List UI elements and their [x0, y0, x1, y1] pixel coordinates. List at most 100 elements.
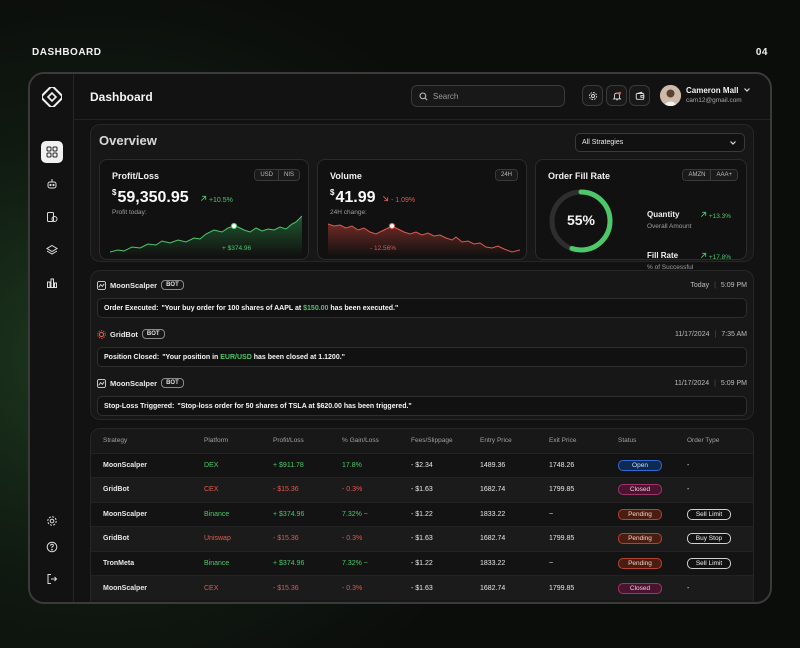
- cell-exit: 1799.85: [549, 486, 575, 494]
- message-body: Stop-Loss Triggered: "Stop-loss order for…: [97, 396, 747, 416]
- column-header: % Gain/Loss: [342, 429, 411, 453]
- profit-sparkline: [110, 215, 302, 256]
- volume-value: $41.99: [330, 188, 376, 206]
- column-header: Profit/Loss: [273, 429, 342, 453]
- cell-order-type: -: [687, 461, 690, 469]
- cell-strategy: GridBot: [103, 535, 130, 543]
- search-input[interactable]: [433, 91, 553, 101]
- logout-icon[interactable]: [42, 569, 62, 589]
- table-row[interactable]: GridBot Uniswap - $15.36 - 0.3% - $1.63 …: [91, 526, 753, 552]
- profit-card: Profit/Loss USD NIS $59,350.95 +10.5% Pr…: [99, 159, 309, 260]
- profit-change: +10.5%: [200, 195, 233, 204]
- table-row[interactable]: TronMeta Binance + $374.96 7.32% ~ - $1.…: [91, 551, 753, 576]
- cell-entry: 1833.22: [480, 510, 506, 518]
- cell-fees: - $1.22: [411, 559, 433, 567]
- currency-option-nis[interactable]: NIS: [277, 170, 299, 180]
- logo-icon: [42, 87, 62, 107]
- volume-title: Volume: [330, 171, 362, 181]
- order-type-button[interactable]: Sell Limit: [687, 557, 731, 569]
- settings-button[interactable]: [582, 85, 603, 106]
- cell-fees: - $1.63: [411, 584, 433, 592]
- volume-sub: 24H change:: [330, 209, 367, 216]
- cell-strategy: MoonScalper: [103, 584, 147, 592]
- volume-sparkline: [328, 222, 520, 256]
- column-header: Exit Price: [549, 429, 618, 453]
- chevron-down-icon[interactable]: [743, 86, 751, 94]
- user-email: cam12@gmail.com: [686, 97, 742, 104]
- gear-icon: [588, 91, 597, 100]
- cell-profit-loss: - $15.36: [273, 584, 299, 592]
- ticker-option-aaa[interactable]: AAA+: [710, 170, 737, 180]
- fill-rate-change: +17.8%: [700, 252, 731, 261]
- grid-icon[interactable]: [41, 141, 63, 163]
- search-box[interactable]: [411, 85, 565, 107]
- cell-strategy: MoonScalper: [103, 461, 147, 469]
- arrow-down-right-icon: [383, 196, 389, 202]
- notifications-button[interactable]: [606, 85, 627, 106]
- order-type-button[interactable]: Buy Stop: [687, 533, 731, 545]
- moonscalper-icon: [97, 280, 106, 290]
- cell-profit-loss: + $374.96: [273, 510, 305, 518]
- table-row[interactable]: MoonScalper DEX + $911.78 17.8% - $2.34 …: [91, 453, 753, 478]
- status-badge: Closed: [618, 582, 662, 594]
- fill-rate-card: Order Fill Rate AMZN AAA+ 55% Quantity +…: [535, 159, 747, 271]
- wallet-icon: [635, 91, 644, 100]
- cell-entry: 1682.74: [480, 584, 506, 592]
- activity-feed: MoonScalper BOT Today | 5:09 PM Order Exec…: [90, 270, 754, 420]
- cell-exit: ~: [549, 559, 554, 567]
- fill-rate-gauge: [549, 189, 613, 253]
- cell-entry: 1489.36: [480, 461, 506, 469]
- quantity-change: +13.3%: [700, 211, 731, 220]
- avatar[interactable]: [660, 85, 681, 106]
- cell-status: Closed: [618, 576, 687, 601]
- bar-chart-icon[interactable]: [42, 273, 62, 293]
- strategy-filter-select[interactable]: All Strategies: [575, 133, 745, 152]
- message-header: GridBot BOT: [97, 329, 165, 339]
- overview-title: Overview: [99, 133, 157, 148]
- moonscalper-icon: [97, 378, 106, 388]
- bot-badge: BOT: [161, 378, 184, 388]
- cell-status: Closed: [618, 478, 687, 503]
- fill-rate-label: Fill Rate: [647, 251, 679, 260]
- table-row[interactable]: MoonScalper CEX - $15.36 - 0.3% - $1.63 …: [91, 575, 753, 601]
- bot-icon[interactable]: [42, 174, 62, 194]
- period-toggle[interactable]: 24H: [494, 169, 518, 181]
- status-badge: Pending: [618, 557, 662, 569]
- profit-sub: Profit today:: [112, 209, 147, 216]
- cell-status: Pending: [618, 527, 687, 552]
- cell-exit: ~: [549, 510, 554, 518]
- cell-fees: - $1.22: [411, 510, 433, 518]
- cell-order-type: -: [687, 486, 690, 494]
- cell-gain: - 0.3%: [342, 584, 363, 592]
- main-area: Dashboard Cameron Mall cam12@gmail.com O: [74, 74, 770, 602]
- user-name: Cameron Mall: [686, 86, 739, 95]
- cell-platform: Binance: [204, 559, 230, 567]
- help-icon[interactable]: [42, 537, 62, 557]
- cell-profit-loss: + $911.78: [273, 461, 304, 469]
- wallet-button[interactable]: [629, 85, 650, 106]
- layers-icon[interactable]: [42, 240, 62, 260]
- overview-panel: Overview All Strategies Profit/Loss USD …: [90, 124, 754, 271]
- quantity-sub: Overall Amount: [647, 223, 692, 230]
- profit-tooltip: + $374.96: [222, 245, 252, 252]
- settings-icon[interactable]: [42, 511, 62, 531]
- ticker-option-amzn[interactable]: AMZN: [683, 170, 711, 180]
- cell-gain: 7.32% ~: [342, 510, 368, 518]
- ticker-toggle[interactable]: AMZN AAA+: [682, 169, 738, 181]
- table-row[interactable]: GridBot CEX - $15.36 - 0.3% - $1.63 1682…: [91, 477, 753, 503]
- period-option-24h[interactable]: 24H: [495, 170, 517, 180]
- cell-status: Pending: [618, 551, 687, 576]
- cell-fees: - $1.63: [411, 535, 433, 543]
- status-badge: Pending: [618, 533, 662, 545]
- cell-exit: 1748.26: [549, 461, 575, 469]
- arrow-up-right-icon: [701, 252, 707, 258]
- coins-icon[interactable]: [42, 207, 62, 227]
- profit-value: $59,350.95: [112, 188, 189, 206]
- table-row[interactable]: MoonScalper Binance + $374.96 7.32% ~ - …: [91, 502, 753, 527]
- order-type-button[interactable]: Sell Limit: [687, 508, 731, 520]
- chevron-down-icon: [730, 141, 736, 145]
- currency-toggle[interactable]: USD NIS: [254, 169, 300, 181]
- currency-option-usd[interactable]: USD: [255, 170, 278, 180]
- bot-badge: BOT: [161, 280, 184, 290]
- table-header-row: Strategy Platform Profit/Loss % Gain/Los…: [91, 429, 753, 453]
